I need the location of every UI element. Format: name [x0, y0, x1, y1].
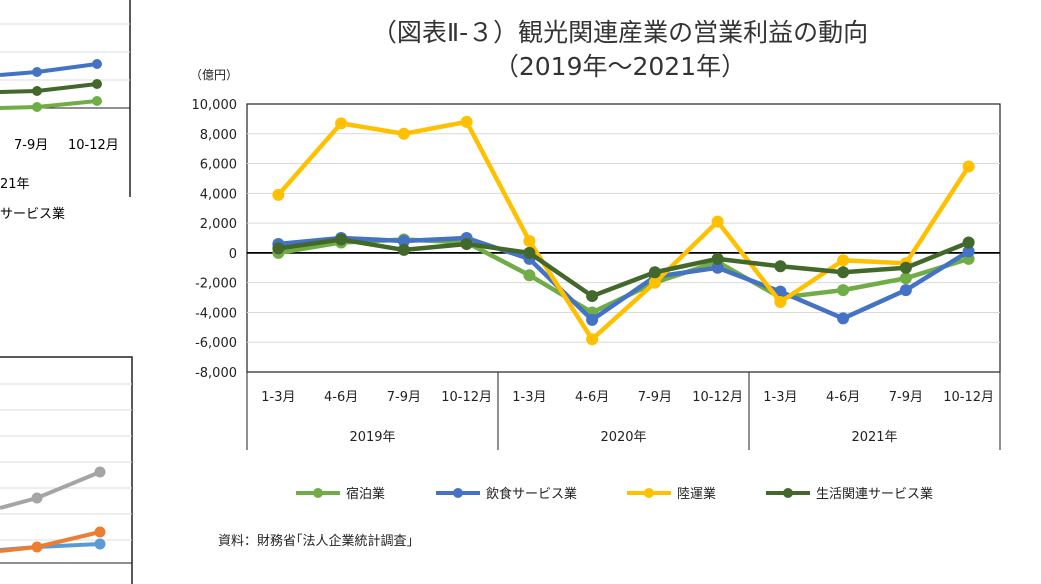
- data-point: [711, 215, 724, 228]
- legend-marker: [453, 488, 463, 498]
- y-tick-label: -2,000: [195, 277, 237, 292]
- data-point: [774, 296, 787, 309]
- bg-tick-label: 10-12月: [68, 138, 119, 153]
- x-group-label: 2021年: [851, 430, 897, 445]
- background-partial-charts: 7-9月 10-12月 21年 サービス業: [0, 0, 133, 584]
- y-tick-label: 8,000: [200, 128, 237, 143]
- y-tick-label: 6,000: [200, 158, 237, 173]
- data-point: [523, 234, 536, 247]
- data-point: [648, 266, 661, 279]
- data-point: [711, 252, 724, 265]
- data-point: [397, 127, 410, 140]
- y-tick-label: 4,000: [200, 187, 237, 202]
- x-tick-label: 4-6月: [324, 390, 358, 405]
- data-point: [899, 261, 912, 274]
- x-tick-label: 7-9月: [638, 390, 672, 405]
- data-point: [962, 236, 975, 249]
- plot-area: [246, 103, 1001, 373]
- series-line: [278, 237, 970, 315]
- data-point: [837, 312, 850, 325]
- data-point: [397, 243, 410, 256]
- data-point: [272, 188, 285, 201]
- data-point: [711, 261, 724, 274]
- y-axis-unit: （億円）: [190, 68, 239, 82]
- x-tick-label: 1-3月: [261, 390, 295, 405]
- data-point: [586, 290, 599, 303]
- data-point: [335, 117, 348, 130]
- data-point: [962, 160, 975, 173]
- chart-subtitle: （2019年～2021年）: [493, 52, 747, 81]
- data-point: [774, 260, 787, 273]
- x-tick-label: 10-12月: [441, 390, 492, 405]
- data-point: [586, 333, 599, 346]
- data-point: [837, 266, 850, 279]
- data-point: [523, 269, 536, 282]
- x-tick-label: 1-3月: [512, 390, 546, 405]
- source-note: 資料：財務省｢法人企業統計調査｣: [218, 534, 414, 549]
- bg-legend-fragment: サービス業: [0, 206, 65, 222]
- x-group-label: 2019年: [349, 430, 395, 445]
- data-point: [899, 272, 912, 285]
- y-tick-label: -6,000: [195, 336, 237, 351]
- chart-title: （図表Ⅱ-３）観光関連産業の営業利益の動向: [371, 18, 869, 47]
- legend-marker: [783, 488, 793, 498]
- legend-label: 生活関連サービス業: [816, 486, 933, 502]
- x-tick-label: 1-3月: [763, 390, 797, 405]
- data-point: [837, 254, 850, 267]
- data-point: [837, 284, 850, 297]
- legend-label: 陸運業: [677, 486, 716, 502]
- y-tick-label: 2,000: [200, 217, 237, 232]
- x-tick-label: 4-6月: [575, 390, 609, 405]
- y-tick-label: -8,000: [195, 366, 237, 381]
- data-point: [899, 284, 912, 297]
- x-tick-label: 7-9月: [889, 390, 923, 405]
- bg-tick-label: 7-9月: [14, 138, 48, 153]
- y-tick-label: 10,000: [192, 98, 238, 113]
- data-point: [523, 246, 536, 259]
- series-line: [278, 235, 970, 323]
- x-tick-label: 10-12月: [943, 390, 994, 405]
- x-group-label: 2020年: [600, 430, 646, 445]
- bg-group-label: 21年: [0, 177, 30, 192]
- series-line: [278, 237, 970, 299]
- data-point: [460, 115, 473, 128]
- x-tick-label: 7-9月: [387, 390, 421, 405]
- data-point: [586, 313, 599, 326]
- data-point: [272, 242, 285, 255]
- legend-label: 飲食サービス業: [486, 486, 577, 502]
- legend-marker: [644, 488, 654, 498]
- x-tick-label: 4-6月: [826, 390, 860, 405]
- data-point: [397, 234, 410, 247]
- data-point: [962, 245, 975, 258]
- series-line: [276, 119, 971, 342]
- data-point: [460, 237, 473, 250]
- legend-marker: [313, 488, 323, 498]
- y-tick-label: -4,000: [195, 306, 237, 321]
- x-tick-label: 10-12月: [692, 390, 743, 405]
- y-tick-label: 0: [229, 247, 237, 262]
- data-point: [335, 233, 348, 246]
- data-point: [648, 276, 661, 289]
- legend-label: 宿泊業: [346, 486, 385, 502]
